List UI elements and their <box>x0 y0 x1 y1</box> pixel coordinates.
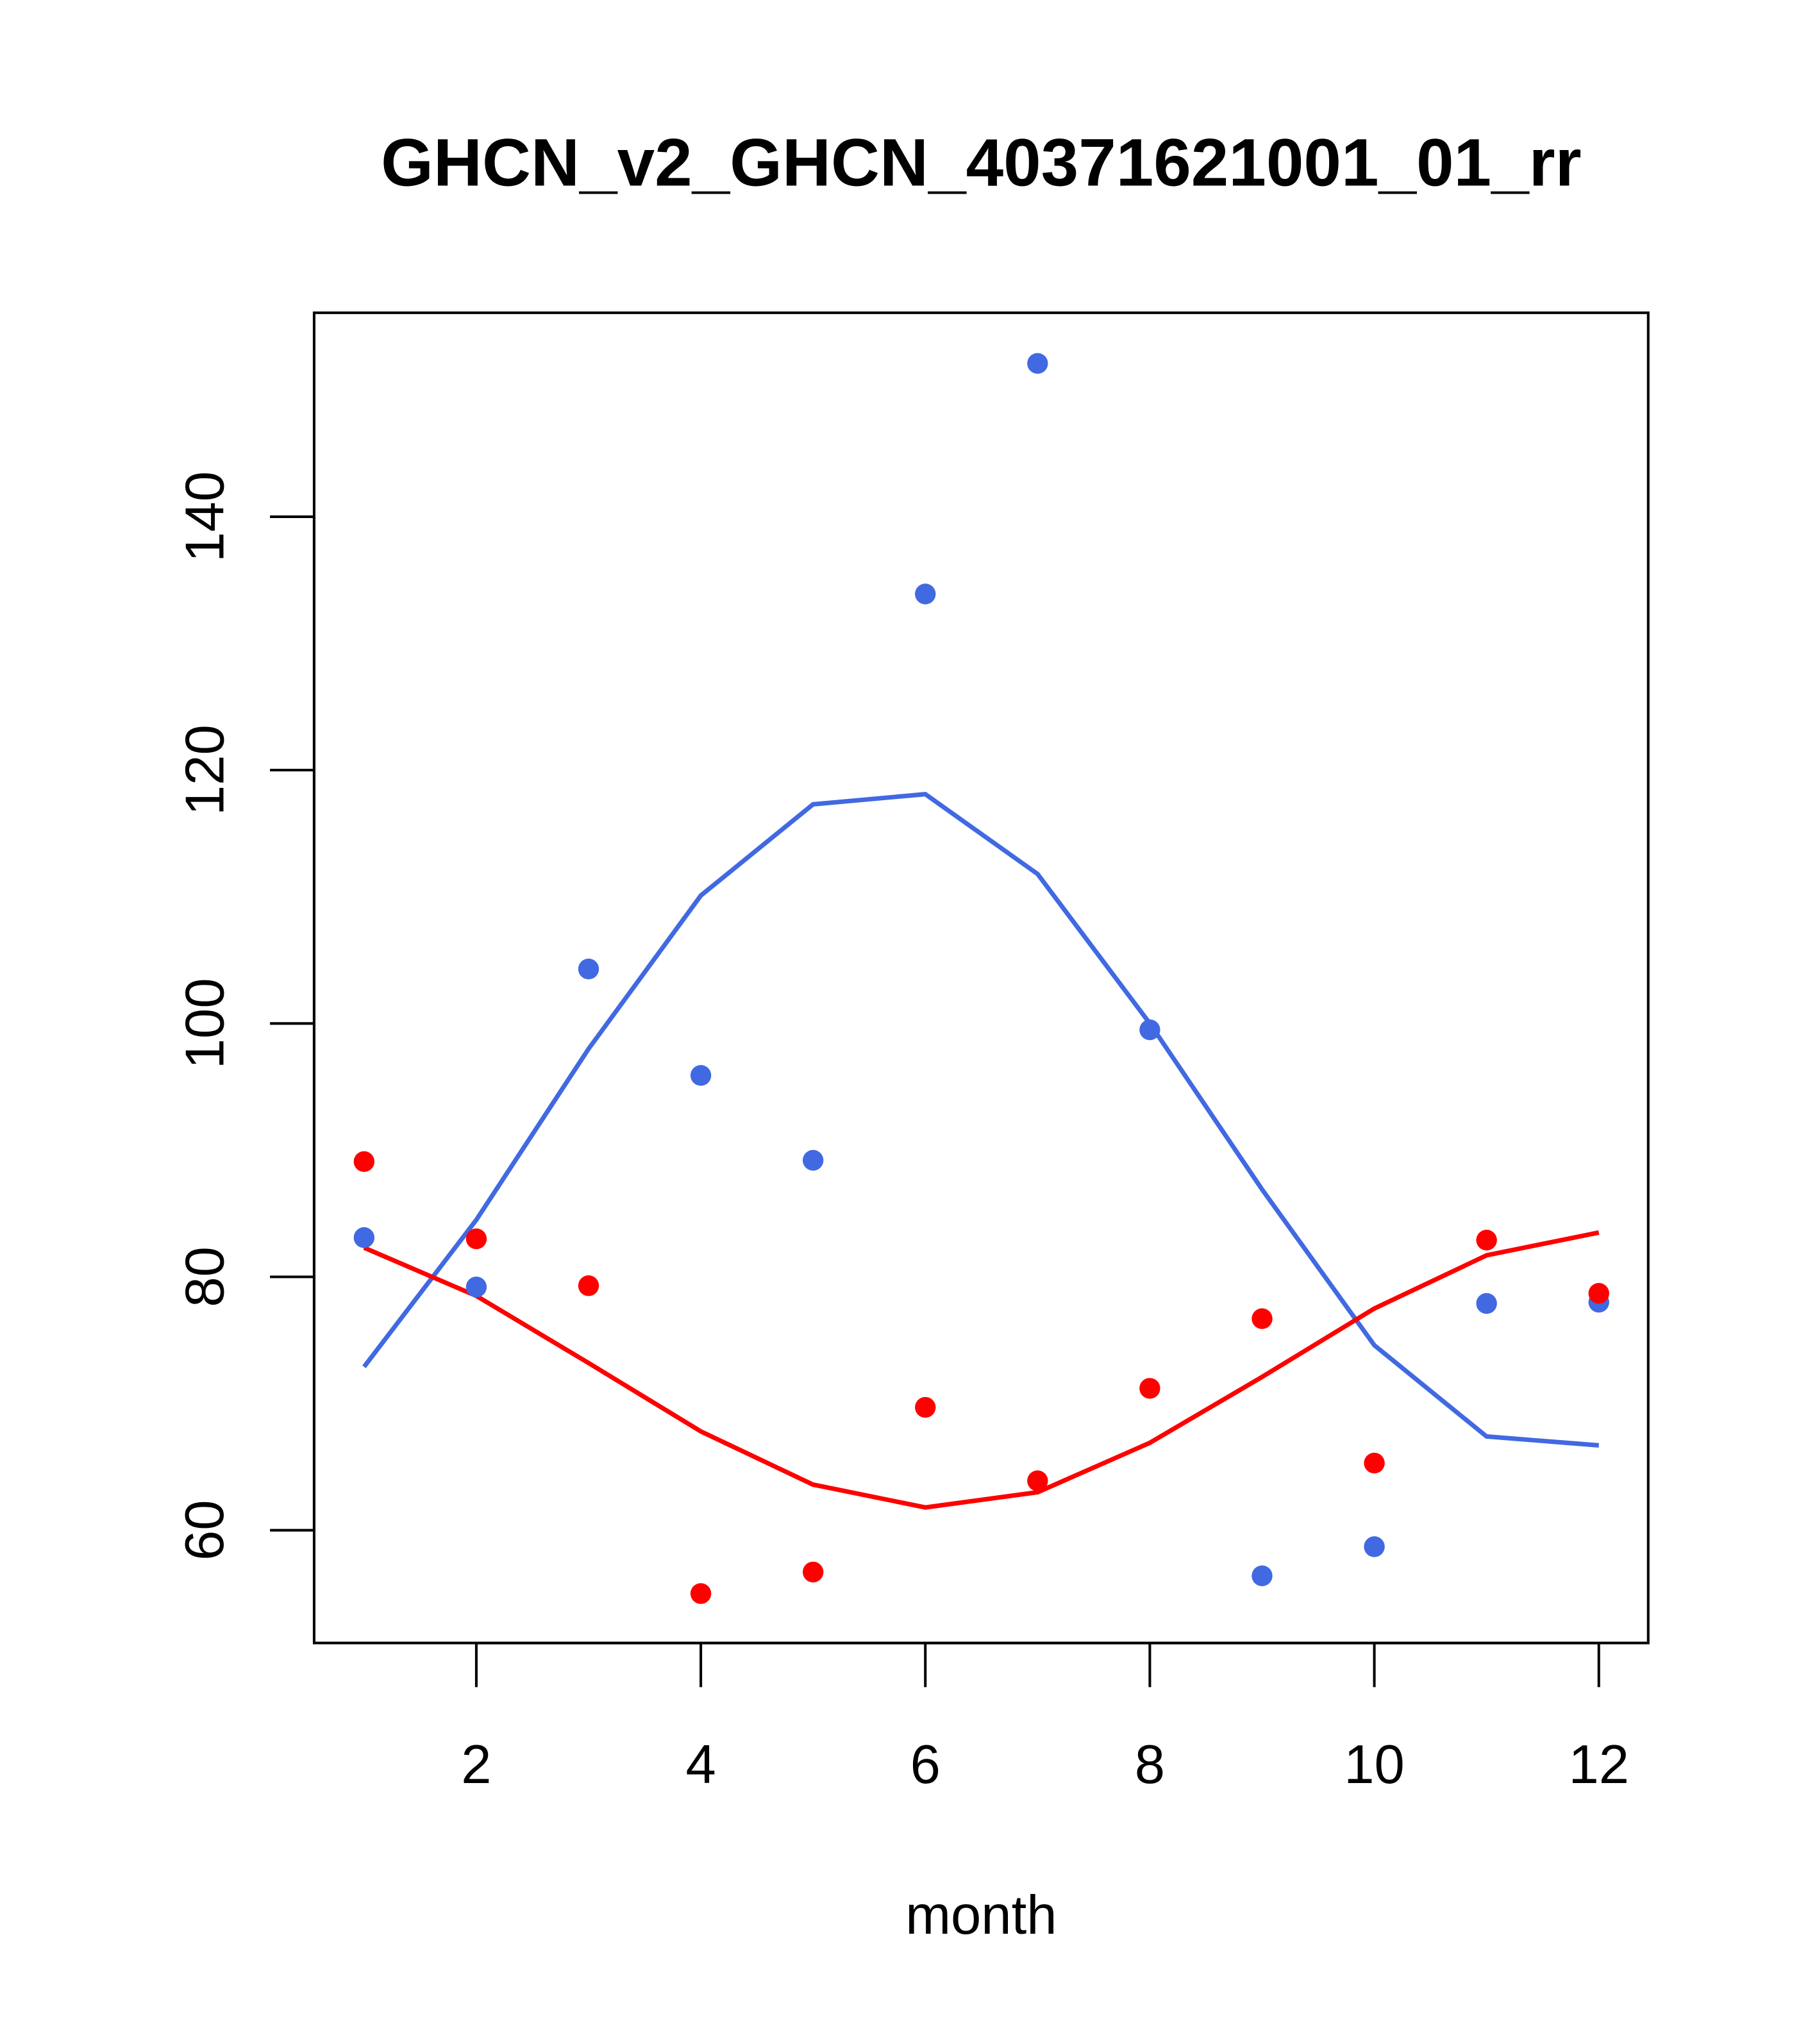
blue-points-point <box>915 583 936 605</box>
plot-frame <box>312 311 1650 1645</box>
blue-points-point <box>802 1150 824 1171</box>
red-points-point <box>1139 1378 1160 1399</box>
x-tick-label: 12 <box>1568 1734 1629 1795</box>
x-tick-label: 6 <box>910 1734 941 1795</box>
x-tick-label: 4 <box>685 1734 716 1795</box>
red-points-point <box>690 1583 712 1604</box>
red-points-point <box>465 1228 487 1250</box>
red-points-point <box>802 1561 824 1583</box>
blue-points-point <box>465 1277 487 1298</box>
y-tick-label: 140 <box>174 471 235 562</box>
y-tick-label: 120 <box>174 725 235 816</box>
blue-points-point <box>1027 353 1048 374</box>
red-points-point <box>915 1396 936 1418</box>
x-tick-label: 10 <box>1344 1734 1405 1795</box>
red-points-point <box>1588 1282 1609 1304</box>
blue-points-point <box>1364 1536 1385 1557</box>
red-points-point <box>578 1275 599 1296</box>
blue-line-series <box>362 792 1599 1448</box>
x-axis-label: month <box>905 1885 1057 1946</box>
x-axis: 2 4 6 8 10 12 <box>461 1641 1629 1795</box>
y-tick-label: 100 <box>174 978 235 1069</box>
red-points-point <box>1476 1230 1497 1251</box>
red-line-series <box>363 1230 1600 1510</box>
blue-points-point <box>1139 1019 1160 1041</box>
red-points-point <box>1364 1452 1385 1474</box>
y-axis: 60 80 100 120 140 <box>174 471 315 1561</box>
x-tick-label: 2 <box>461 1734 491 1795</box>
red-points-point <box>1252 1308 1273 1329</box>
blue-points-point <box>690 1065 712 1086</box>
blue-points-point <box>1476 1293 1497 1314</box>
blue-points-point <box>1252 1565 1273 1587</box>
x-tick-label: 8 <box>1135 1734 1165 1795</box>
y-tick-label: 80 <box>174 1246 235 1307</box>
series-layer <box>353 353 1609 1604</box>
y-tick-label: 60 <box>174 1500 235 1561</box>
blue-points-point <box>578 959 599 980</box>
red-points-point <box>353 1151 375 1172</box>
red-points-point <box>1027 1470 1048 1491</box>
chart-title: GHCN_v2_GHCN_40371621001_01_rr <box>381 125 1581 200</box>
blue-points-point <box>353 1227 375 1248</box>
